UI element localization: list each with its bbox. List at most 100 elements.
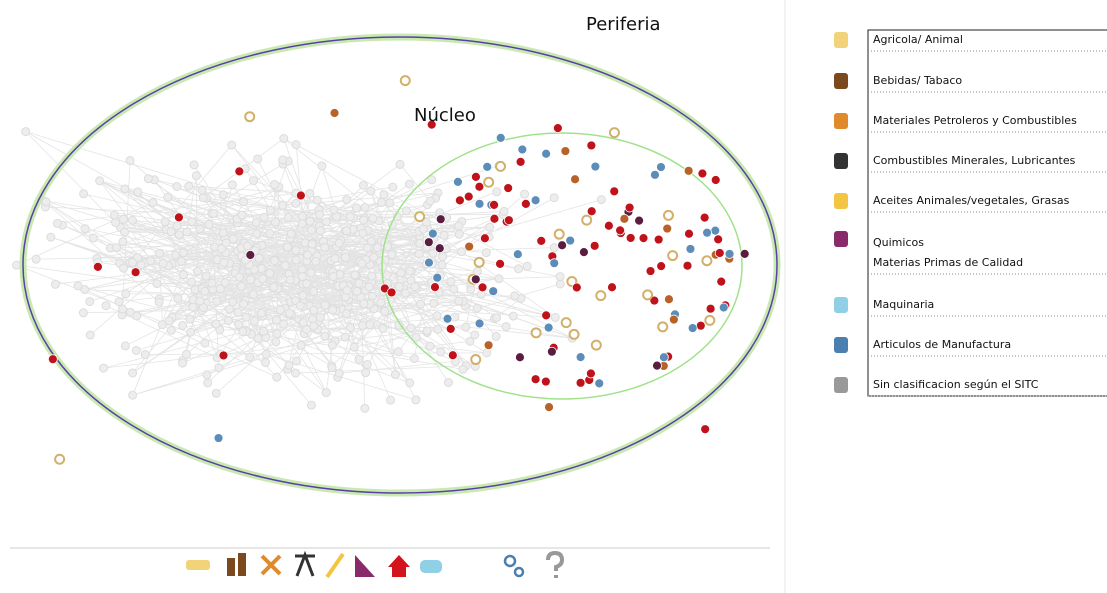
node <box>188 302 198 312</box>
colored-node <box>570 174 580 185</box>
icon-manuf[interactable] <box>503 554 517 568</box>
node <box>297 211 307 221</box>
node <box>152 279 162 289</box>
colored-nodes <box>47 75 750 465</box>
legend-label: Quimicos <box>873 236 924 249</box>
edge <box>287 302 305 370</box>
node <box>387 250 397 260</box>
colored-node <box>549 258 560 269</box>
legend-label: Materias Primas de Calidad <box>873 256 1023 269</box>
node <box>278 200 288 210</box>
colored-node <box>650 169 660 180</box>
node <box>401 206 411 216</box>
node <box>404 179 414 189</box>
colored-node <box>565 235 576 246</box>
legend-icon <box>834 377 848 393</box>
icon-mineral[interactable] <box>295 550 315 577</box>
edge <box>103 328 438 369</box>
node <box>327 363 337 373</box>
node <box>131 345 141 355</box>
node <box>358 228 368 238</box>
node <box>357 258 367 268</box>
node <box>214 363 224 373</box>
colored-node <box>625 233 636 243</box>
colored-node <box>426 119 437 130</box>
colored-node <box>515 157 526 167</box>
node <box>400 288 410 298</box>
icon-oils[interactable] <box>325 552 345 579</box>
colored-node <box>664 294 674 305</box>
icon-chem[interactable] <box>355 555 375 577</box>
legend-label: Articulos de Manufactura <box>873 338 1011 351</box>
node <box>271 337 281 347</box>
icon-agri[interactable] <box>186 560 210 570</box>
node <box>112 243 122 253</box>
node <box>510 291 520 301</box>
edge <box>283 138 393 226</box>
node <box>352 286 362 296</box>
node <box>432 311 442 321</box>
node <box>494 274 504 284</box>
node <box>238 327 248 337</box>
node <box>261 349 271 359</box>
colored-node <box>702 227 712 238</box>
node <box>292 356 302 366</box>
node <box>155 248 165 258</box>
node <box>186 327 196 337</box>
colored-node <box>541 148 552 159</box>
node <box>85 330 95 340</box>
legend-box <box>867 29 1107 397</box>
icon-raw[interactable] <box>388 555 410 577</box>
node <box>461 322 471 332</box>
edge <box>405 292 507 328</box>
node <box>237 210 247 220</box>
colored-node <box>657 321 669 333</box>
colored-node <box>594 378 605 389</box>
node <box>118 237 128 247</box>
node <box>284 360 294 370</box>
node <box>253 333 263 343</box>
colored-node <box>470 354 482 366</box>
node <box>367 271 377 281</box>
node <box>351 203 361 213</box>
node <box>119 214 129 224</box>
colored-node <box>244 111 256 123</box>
colored-node <box>245 250 256 260</box>
node <box>166 227 176 237</box>
colored-node <box>645 266 656 276</box>
colored-node <box>642 289 654 301</box>
icon-drinks[interactable] <box>227 558 235 576</box>
colored-node <box>483 176 495 188</box>
node <box>187 217 197 227</box>
node <box>362 360 372 370</box>
icon-unclassified[interactable] <box>546 550 565 578</box>
node <box>300 238 310 248</box>
colored-node <box>434 243 445 254</box>
node <box>283 212 293 222</box>
node <box>192 266 202 276</box>
node <box>219 258 229 268</box>
edge <box>122 270 410 316</box>
colored-node <box>701 255 713 267</box>
category-icons <box>186 550 565 579</box>
colored-node <box>662 209 674 221</box>
icon-petrol[interactable] <box>260 554 282 576</box>
node <box>341 252 351 262</box>
node <box>270 180 280 190</box>
edge <box>132 144 233 263</box>
node <box>157 320 167 330</box>
node <box>249 176 259 186</box>
node <box>133 187 143 197</box>
node <box>520 189 530 199</box>
node <box>154 297 164 307</box>
icon-machine[interactable] <box>420 560 442 573</box>
node <box>189 160 199 170</box>
node <box>88 233 98 243</box>
edge <box>115 222 318 257</box>
colored-node <box>174 212 184 223</box>
colored-node <box>552 123 563 133</box>
node <box>184 181 194 191</box>
node <box>365 320 375 330</box>
node <box>306 268 316 278</box>
colored-node <box>477 282 488 293</box>
